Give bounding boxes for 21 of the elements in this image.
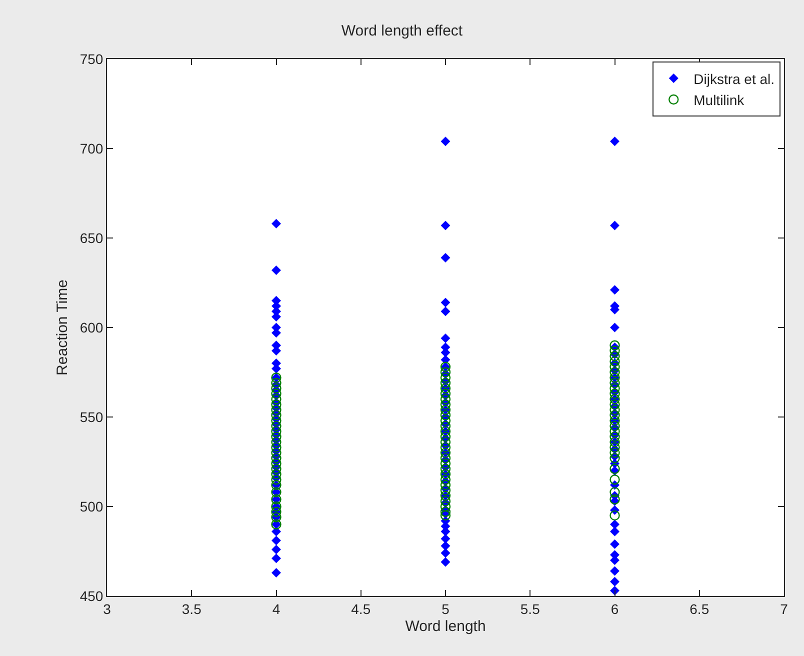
x-tick-label: 6.5 [690, 600, 710, 617]
y-tick-label: 700 [80, 140, 104, 156]
y-tick-label: 650 [80, 230, 104, 246]
y-tick-label: 600 [80, 319, 104, 336]
x-axis-title: Word length [405, 618, 486, 635]
y-tick-label: 750 [80, 50, 104, 67]
y-tick-label: 450 [80, 588, 104, 604]
y-axis-title: Reaction Time [54, 280, 72, 376]
y-tick-label: 500 [80, 498, 104, 514]
x-tick-label: 4.5 [351, 600, 371, 617]
x-tick-label: 7 [780, 600, 788, 617]
x-tick-label: 5.5 [520, 600, 540, 617]
x-tick-label: 4 [272, 600, 280, 617]
legend-label: Dijkstra et al. [694, 70, 775, 87]
x-tick-label: 3.5 [182, 600, 202, 617]
x-tick-label: 6 [610, 600, 619, 617]
x-tick-label: 3 [103, 600, 112, 617]
chart-title: Word length effect [341, 22, 464, 40]
x-tick-label: 5 [442, 600, 450, 617]
y-tick-label: 550 [80, 408, 104, 425]
legend-label: Multilink [694, 92, 746, 108]
